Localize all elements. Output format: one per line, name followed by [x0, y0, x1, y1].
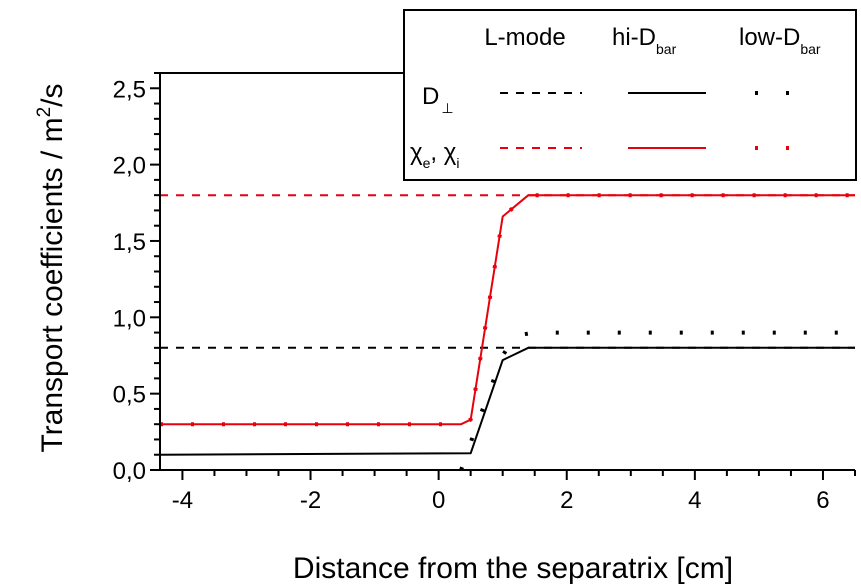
y-tick-label: 1,0 [113, 305, 146, 332]
y-tick-label: 0,0 [113, 458, 146, 485]
y-tick-label: 2,5 [113, 76, 146, 103]
x-tick-label: -2 [300, 487, 321, 514]
x-tick-label: 0 [432, 487, 445, 514]
legend-col-lmode: L-mode [484, 24, 565, 51]
y-tick-label: 0,5 [113, 382, 146, 409]
legend-box [403, 9, 857, 181]
x-tick-label: -4 [172, 487, 193, 514]
legend-col-hid: hi-Dbar [612, 24, 677, 57]
y-axis-title-sup: 2 [34, 107, 55, 118]
legend: L-mode hi-Dbar low-Dbar D ⊥ χe, χi [403, 9, 857, 181]
legend-row-chi: χe, χi [410, 139, 459, 171]
y-axis-title-tail: /s [36, 83, 69, 106]
x-tick-label: 6 [816, 487, 829, 514]
legend-col-lowd: low-Dbar [739, 24, 821, 57]
y-tick-label: 1,5 [113, 229, 146, 256]
y-axis-title: Transport coefficients / m2/s [34, 83, 69, 452]
legend-row-d: D ⊥ [422, 83, 454, 116]
x-tick-label: 2 [560, 487, 573, 514]
series-d-hi-d-line [160, 346, 855, 456]
x-axis-title: Distance from the separatrix [cm] [293, 552, 733, 585]
axes: -4 -2 0 2 4 6 0,0 0,5 1,0 1,5 2,0 2,5 [113, 72, 856, 514]
series-chi-hi-d-line [160, 194, 855, 426]
series-chi-low-d-line [160, 193, 855, 427]
y-tick-label: 2,0 [113, 153, 146, 180]
series-d-low-d-line [459, 330, 855, 470]
plot-area [160, 193, 855, 470]
x-tick-label: 4 [688, 487, 701, 514]
